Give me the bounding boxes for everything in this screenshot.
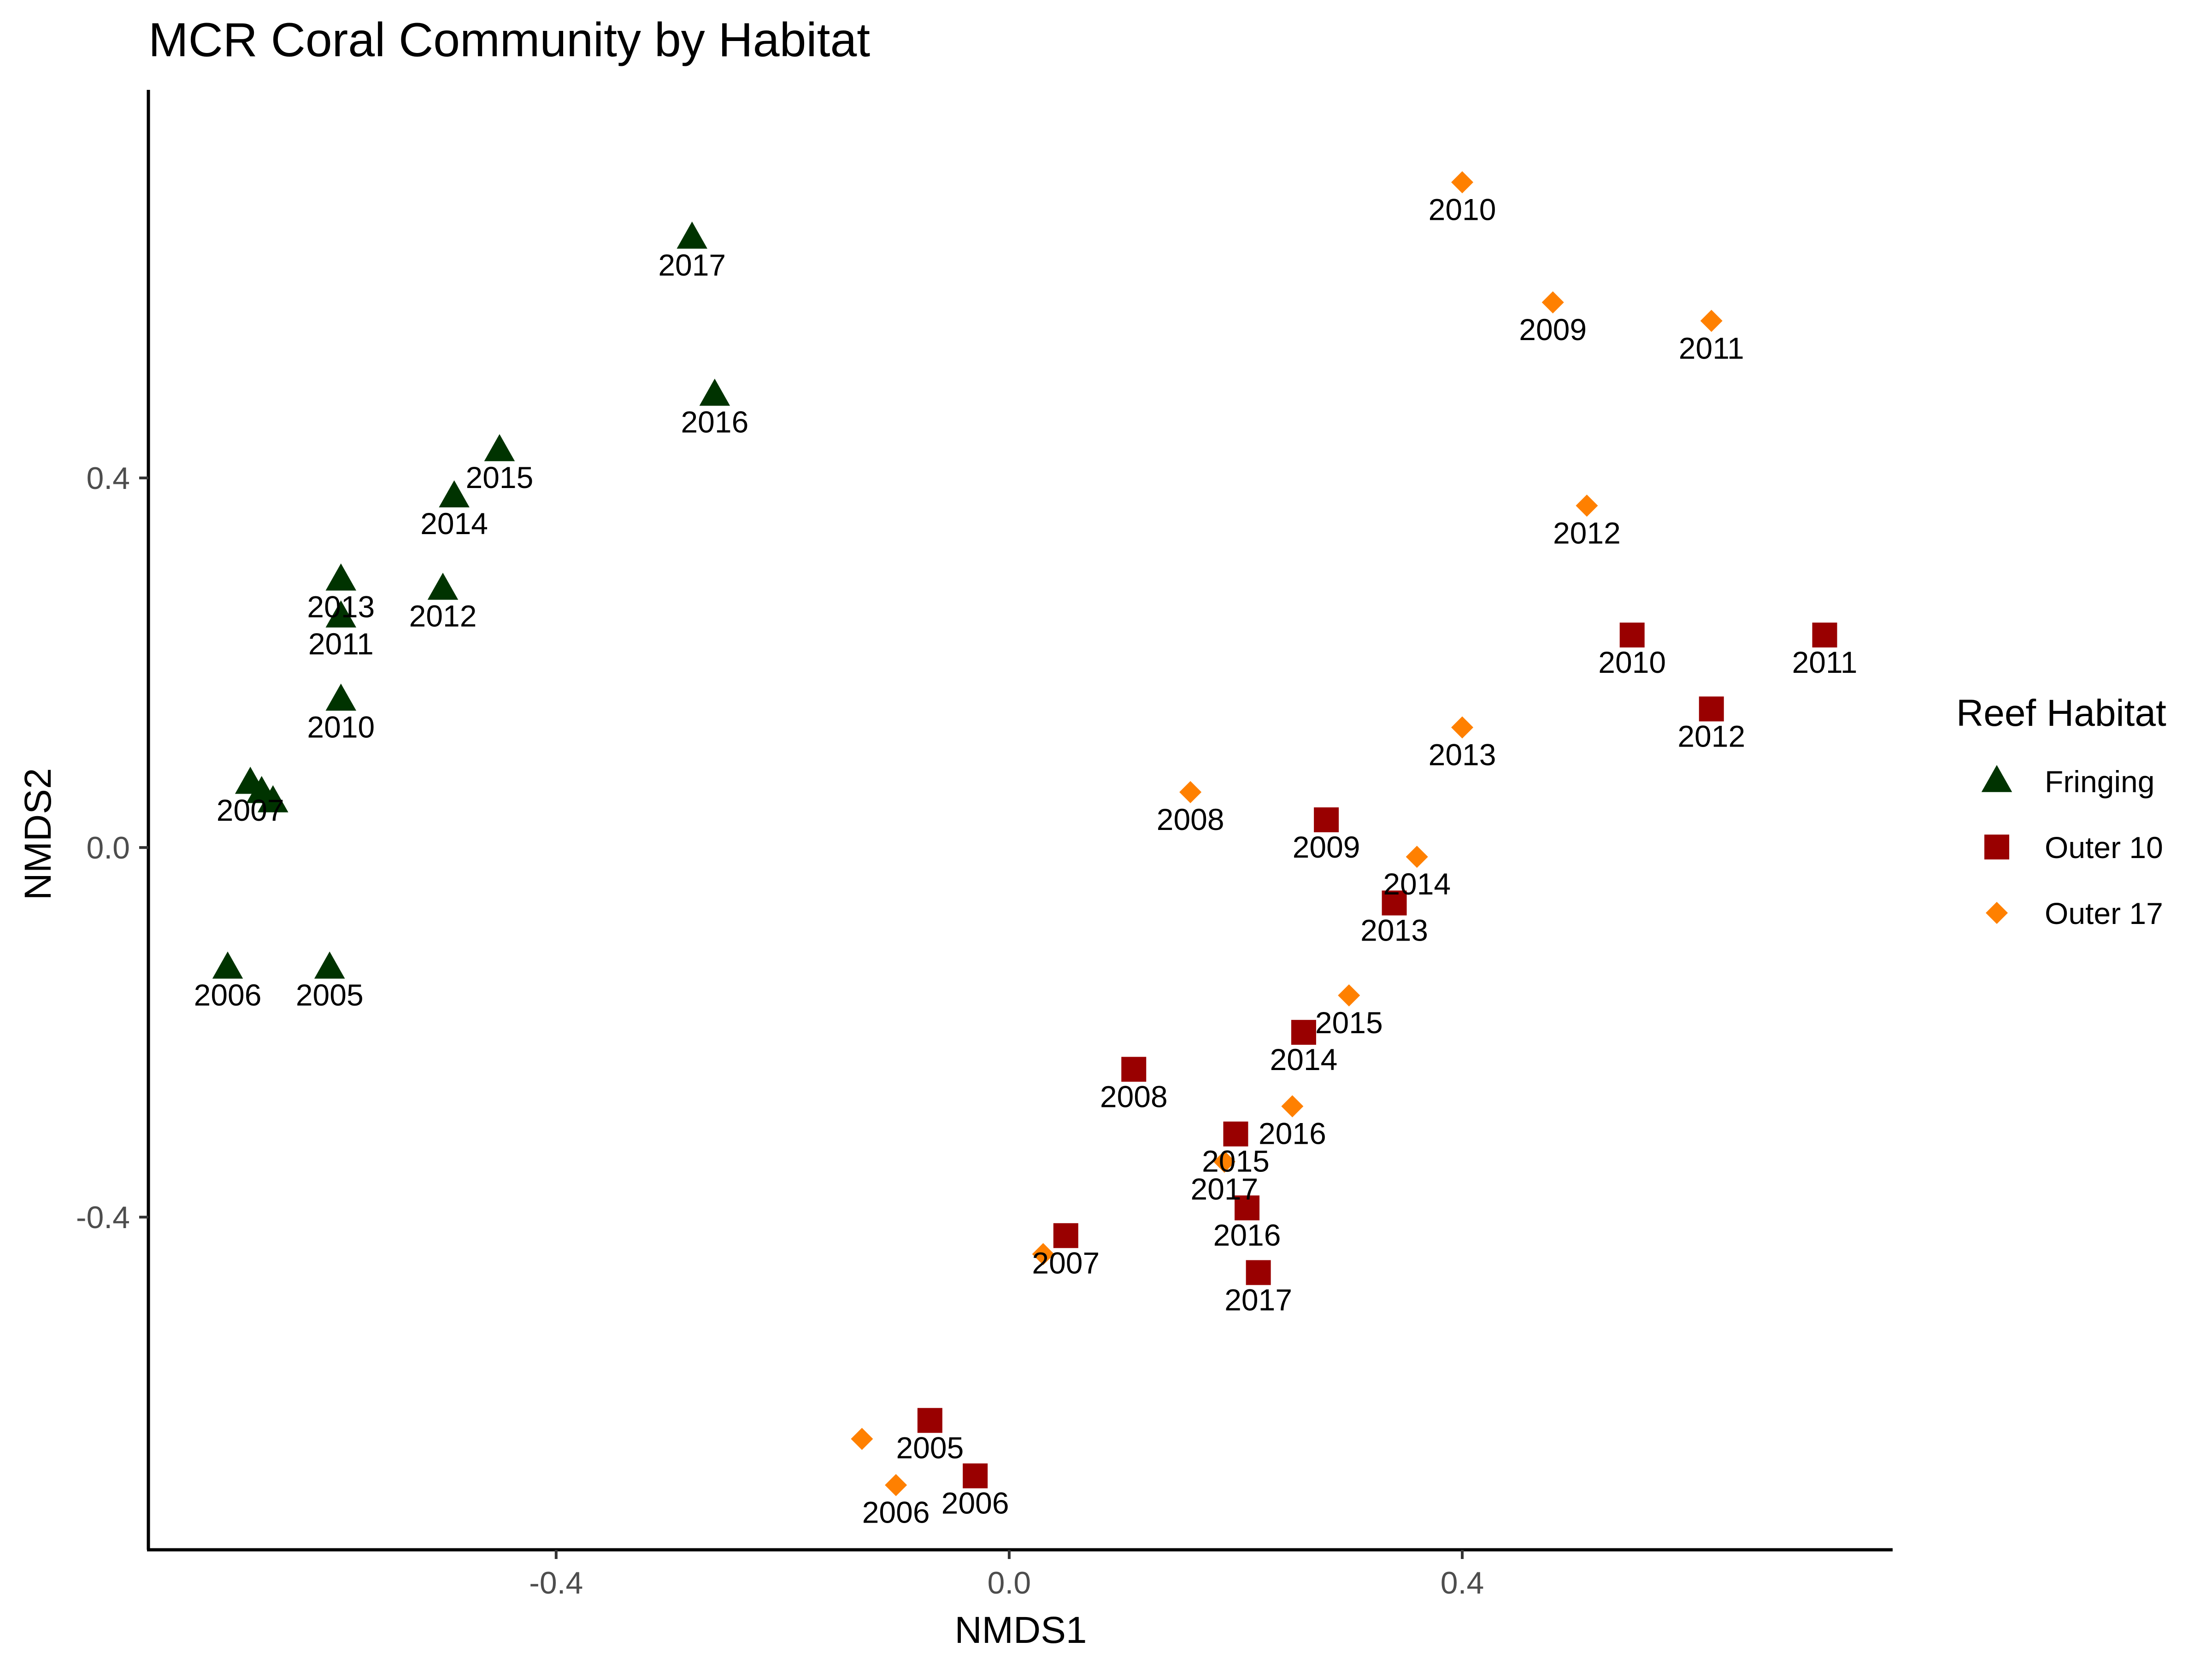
- point-label-fringing: 2006: [194, 978, 262, 1012]
- legend-key-outer-10: [1984, 835, 2009, 859]
- point-fringing: [325, 683, 357, 711]
- plot-panel: 2005200620072010201120122013201420152016…: [76, 90, 1893, 1600]
- x-tick-label: 0.0: [988, 1565, 1031, 1600]
- point-fringing: [212, 951, 243, 979]
- point-label-outer-10: 2011: [1792, 645, 1858, 679]
- point-outer-17: [1451, 171, 1474, 194]
- point-fringing: [258, 785, 288, 812]
- point-outer-10: [1246, 1260, 1271, 1285]
- point-fringing: [325, 563, 357, 591]
- legend-label-outer-17: Outer 17: [2045, 896, 2163, 930]
- point-label-outer-10: 2006: [941, 1486, 1009, 1520]
- point-label-fringing: 2017: [658, 248, 726, 282]
- y-tick-label: 0.0: [86, 830, 130, 865]
- point-outer-17: [1700, 310, 1723, 332]
- point-label-outer-10: 2015: [1202, 1144, 1270, 1178]
- x-tick-label: 0.4: [1441, 1565, 1484, 1600]
- point-label-outer-10: 2012: [1677, 719, 1745, 753]
- point-fringing: [677, 221, 707, 249]
- point-label-outer-10: 2010: [1598, 645, 1666, 679]
- point-fringing: [439, 480, 470, 508]
- point-label-outer-10: 2017: [1224, 1282, 1292, 1317]
- point-label-outer-10: 2009: [1293, 830, 1360, 864]
- point-outer-17: [1338, 984, 1360, 1006]
- point-label-fringing: 2014: [420, 506, 488, 541]
- point-fringing: [427, 572, 459, 600]
- point-label-outer-17: 2006: [862, 1495, 930, 1530]
- point-label-fringing: 2016: [681, 405, 748, 439]
- point-label-outer-10: 2013: [1360, 913, 1428, 947]
- legend-title: Reef Habitat: [1956, 692, 2166, 734]
- point-label-outer-17: 2013: [1429, 737, 1496, 771]
- point-fringing: [325, 600, 357, 628]
- point-label-fringing: 2012: [409, 599, 477, 633]
- point-outer-17: [1451, 716, 1474, 739]
- y-axis-title: NMDS2: [17, 768, 59, 900]
- point-label-fringing: 2005: [296, 978, 364, 1012]
- point-outer-10: [1699, 696, 1724, 722]
- y-tick-label: -0.4: [76, 1200, 130, 1235]
- y-tick-label: 0.4: [86, 461, 130, 496]
- point-outer-10: [1053, 1223, 1078, 1248]
- legend-label-fringing: Fringing: [2045, 765, 2154, 799]
- point-outer-17: [885, 1474, 907, 1496]
- point-outer-17: [1281, 1095, 1304, 1118]
- point-label-outer-17: 2015: [1315, 1006, 1383, 1040]
- point-outer-17: [851, 1428, 873, 1450]
- point-outer-10: [1121, 1057, 1147, 1082]
- point-label-outer-17: 2008: [1157, 802, 1224, 836]
- point-label-outer-17: 2010: [1429, 193, 1496, 227]
- legend-items: Fringing Outer 10 Outer 17: [1981, 765, 2163, 930]
- point-outer-17: [1213, 1150, 1235, 1173]
- point-label-outer-17: 2017: [1190, 1172, 1258, 1206]
- point-fringing: [314, 951, 345, 979]
- point-outer-10: [963, 1463, 988, 1488]
- point-outer-10: [1291, 1020, 1316, 1045]
- point-label-outer-10: 2007: [1032, 1246, 1100, 1280]
- point-label-outer-10: 2008: [1100, 1079, 1168, 1113]
- points-layer: [212, 171, 1837, 1496]
- point-label-outer-10: 2014: [1270, 1042, 1338, 1077]
- legend-key-fringing: [1981, 765, 2012, 792]
- point-labels-layer: 2005200620072010201120122013201420152016…: [194, 193, 1858, 1530]
- point-outer-17: [1406, 846, 1428, 868]
- point-label-outer-17: 2012: [1553, 516, 1621, 550]
- point-outer-17: [1032, 1243, 1054, 1265]
- point-outer-17: [1541, 291, 1564, 314]
- legend-key-outer-17: [1986, 902, 2008, 924]
- point-label-outer-17: 2014: [1383, 867, 1451, 901]
- point-label-fringing: 2011: [308, 627, 374, 661]
- point-outer-10: [1812, 622, 1837, 647]
- point-label-fringing: 2010: [307, 710, 375, 744]
- point-label-fringing: 2013: [307, 590, 375, 624]
- point-label-outer-10: 2005: [896, 1430, 964, 1465]
- x-axis-ticks: -0.4 0.0 0.4: [529, 1550, 1484, 1600]
- point-outer-17: [1179, 781, 1202, 803]
- point-outer-10: [1314, 807, 1339, 832]
- chart-title: MCR Coral Community by Habitat: [148, 13, 870, 67]
- point-label-outer-17: 2011: [1679, 331, 1744, 365]
- point-label-outer-17: 2016: [1259, 1117, 1326, 1151]
- point-fringing: [699, 378, 730, 406]
- point-label-fringing: 2015: [466, 460, 534, 494]
- y-axis-ticks: -0.4 0.0 0.4: [76, 461, 148, 1235]
- x-tick-label: -0.4: [529, 1565, 583, 1600]
- legend: Reef Habitat Fringing Outer 10 Outer 17: [1956, 692, 2166, 930]
- point-label-outer-10: 2016: [1213, 1218, 1281, 1252]
- point-label-fringing: 2007: [217, 793, 284, 827]
- point-outer-17: [1576, 494, 1598, 517]
- legend-label-outer-10: Outer 10: [2045, 830, 2163, 865]
- point-outer-10: [1382, 890, 1407, 916]
- point-fringing: [484, 434, 515, 461]
- point-label-outer-17: 2009: [1519, 312, 1587, 347]
- point-outer-10: [1223, 1121, 1248, 1147]
- point-outer-10: [1235, 1195, 1260, 1221]
- point-outer-10: [917, 1408, 942, 1433]
- x-axis-title: NMDS1: [954, 1609, 1087, 1651]
- point-outer-10: [1619, 622, 1645, 647]
